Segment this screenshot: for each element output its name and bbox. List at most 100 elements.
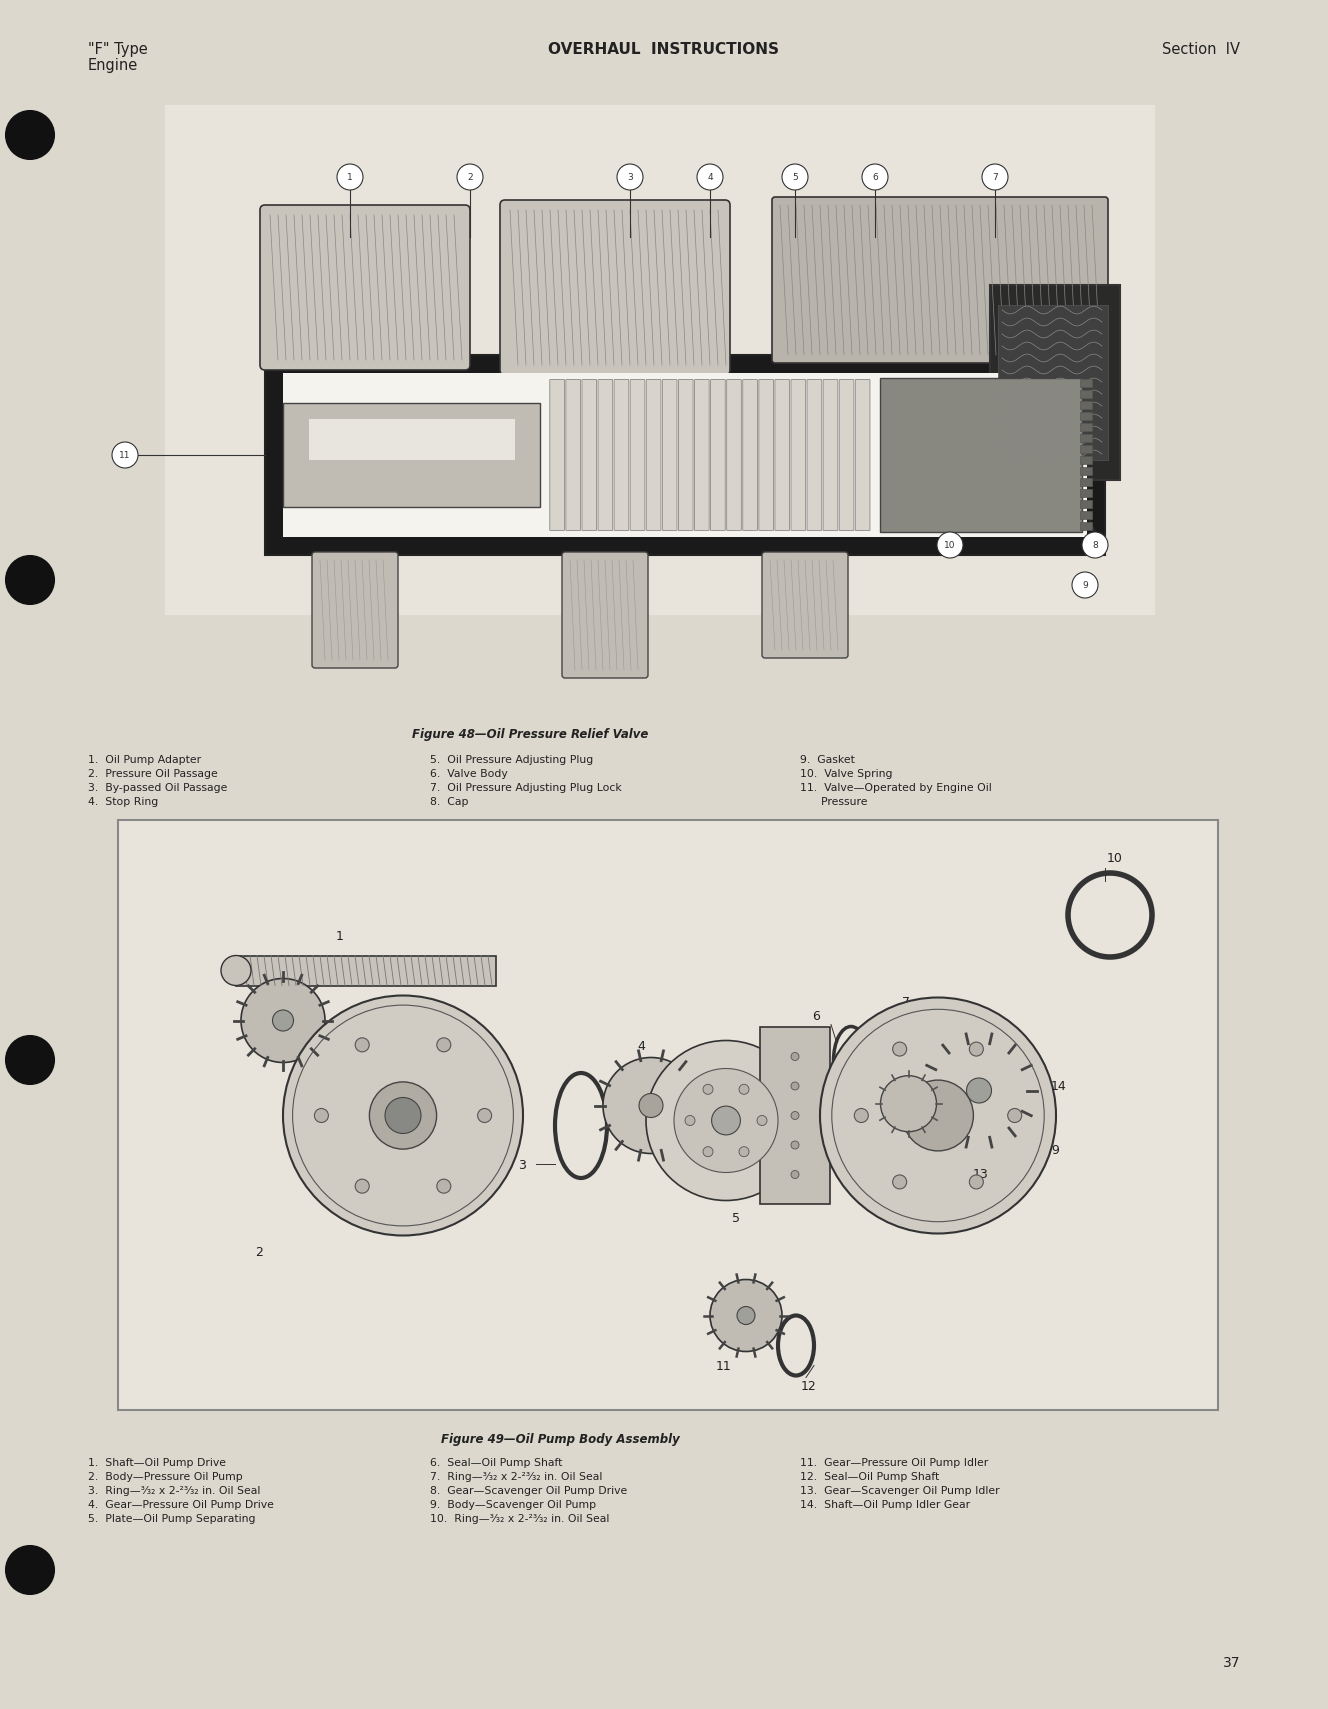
Bar xyxy=(1080,379,1092,386)
Text: 2.  Body—Pressure Oil Pump: 2. Body—Pressure Oil Pump xyxy=(88,1471,243,1482)
FancyBboxPatch shape xyxy=(663,379,677,530)
Circle shape xyxy=(791,1111,799,1119)
Circle shape xyxy=(903,1080,973,1150)
FancyBboxPatch shape xyxy=(312,552,398,668)
Bar xyxy=(1080,402,1092,408)
Circle shape xyxy=(272,1010,293,1031)
Circle shape xyxy=(240,979,325,1063)
Circle shape xyxy=(703,1147,713,1157)
Text: 10: 10 xyxy=(944,540,956,550)
Bar xyxy=(1080,424,1092,431)
Text: 1.  Oil Pump Adapter: 1. Oil Pump Adapter xyxy=(88,755,201,766)
Bar xyxy=(1080,489,1092,497)
Text: 14.  Shaft—Oil Pump Idler Gear: 14. Shaft—Oil Pump Idler Gear xyxy=(799,1501,971,1511)
Circle shape xyxy=(112,443,138,468)
FancyBboxPatch shape xyxy=(550,379,564,530)
FancyBboxPatch shape xyxy=(695,379,709,530)
Text: 7: 7 xyxy=(992,173,997,181)
Text: 7.  Oil Pressure Adjusting Plug Lock: 7. Oil Pressure Adjusting Plug Lock xyxy=(430,783,622,793)
Bar xyxy=(1080,390,1092,398)
Text: Pressure: Pressure xyxy=(799,796,867,807)
Text: 8: 8 xyxy=(985,1022,993,1036)
Circle shape xyxy=(639,1094,663,1118)
Circle shape xyxy=(355,1037,369,1051)
Bar xyxy=(1080,444,1092,453)
Text: 10: 10 xyxy=(1108,853,1123,865)
Bar xyxy=(1080,434,1092,441)
Circle shape xyxy=(738,1084,749,1094)
Circle shape xyxy=(712,1106,741,1135)
FancyBboxPatch shape xyxy=(631,379,645,530)
Text: 12: 12 xyxy=(801,1379,817,1393)
Text: "F" Type: "F" Type xyxy=(88,43,147,56)
FancyBboxPatch shape xyxy=(679,379,693,530)
Text: OVERHAUL  INSTRUCTIONS: OVERHAUL INSTRUCTIONS xyxy=(548,43,780,56)
Text: 13: 13 xyxy=(973,1167,989,1181)
Circle shape xyxy=(862,164,888,190)
Circle shape xyxy=(437,1037,450,1051)
Circle shape xyxy=(603,1058,699,1154)
Circle shape xyxy=(791,1171,799,1179)
Text: 5.  Plate—Oil Pump Separating: 5. Plate—Oil Pump Separating xyxy=(88,1514,255,1524)
FancyBboxPatch shape xyxy=(839,379,854,530)
Circle shape xyxy=(791,1082,799,1090)
FancyBboxPatch shape xyxy=(501,200,730,374)
Text: 37: 37 xyxy=(1223,1656,1240,1670)
Circle shape xyxy=(819,998,1056,1234)
Text: 13.  Gear—Scavenger Oil Pump Idler: 13. Gear—Scavenger Oil Pump Idler xyxy=(799,1487,1000,1495)
Bar xyxy=(1080,511,1092,520)
Text: 1.  Shaft—Oil Pump Drive: 1. Shaft—Oil Pump Drive xyxy=(88,1458,226,1468)
Text: 3: 3 xyxy=(627,173,633,181)
Text: Engine: Engine xyxy=(88,58,138,73)
Bar xyxy=(1080,467,1092,475)
Text: 7: 7 xyxy=(902,996,910,1008)
Circle shape xyxy=(791,1053,799,1061)
Bar xyxy=(760,1027,830,1205)
Text: 8: 8 xyxy=(1092,540,1098,550)
Text: Section  IV: Section IV xyxy=(1162,43,1240,56)
Bar xyxy=(1080,501,1092,508)
FancyBboxPatch shape xyxy=(772,197,1108,362)
FancyBboxPatch shape xyxy=(614,379,628,530)
Circle shape xyxy=(645,1041,806,1200)
FancyBboxPatch shape xyxy=(566,379,580,530)
Text: 5: 5 xyxy=(732,1212,740,1225)
Circle shape xyxy=(685,1116,695,1126)
FancyBboxPatch shape xyxy=(855,379,870,530)
Text: 2: 2 xyxy=(467,173,473,181)
Circle shape xyxy=(782,164,807,190)
Text: 11.  Valve—Operated by Engine Oil: 11. Valve—Operated by Engine Oil xyxy=(799,783,992,793)
FancyBboxPatch shape xyxy=(726,379,741,530)
Circle shape xyxy=(385,1097,421,1133)
FancyBboxPatch shape xyxy=(742,379,757,530)
Circle shape xyxy=(437,1179,450,1193)
FancyBboxPatch shape xyxy=(823,379,838,530)
Circle shape xyxy=(938,531,963,559)
Bar xyxy=(1080,456,1092,463)
Circle shape xyxy=(618,164,643,190)
Bar xyxy=(283,403,540,508)
FancyBboxPatch shape xyxy=(260,205,470,371)
FancyBboxPatch shape xyxy=(562,552,648,678)
Text: Figure 49—Oil Pump Body Assembly: Figure 49—Oil Pump Body Assembly xyxy=(441,1434,680,1446)
Circle shape xyxy=(791,1142,799,1148)
Circle shape xyxy=(7,555,54,603)
Text: 8.  Gear—Scavenger Oil Pump Drive: 8. Gear—Scavenger Oil Pump Drive xyxy=(430,1487,627,1495)
Text: 9: 9 xyxy=(1050,1145,1058,1157)
Bar xyxy=(999,304,1108,460)
Circle shape xyxy=(478,1109,491,1123)
Circle shape xyxy=(7,111,54,159)
Text: 2: 2 xyxy=(255,1246,263,1258)
Circle shape xyxy=(981,164,1008,190)
Text: 1: 1 xyxy=(336,930,344,943)
Circle shape xyxy=(369,1082,437,1148)
Bar xyxy=(165,104,1155,615)
Text: 4.  Stop Ring: 4. Stop Ring xyxy=(88,796,158,807)
Text: 8.  Cap: 8. Cap xyxy=(430,796,469,807)
Circle shape xyxy=(880,1075,936,1131)
Text: 6.  Valve Body: 6. Valve Body xyxy=(430,769,507,779)
Bar xyxy=(1080,521,1092,530)
Circle shape xyxy=(1072,573,1098,598)
Circle shape xyxy=(1008,1109,1021,1123)
Circle shape xyxy=(315,1109,328,1123)
